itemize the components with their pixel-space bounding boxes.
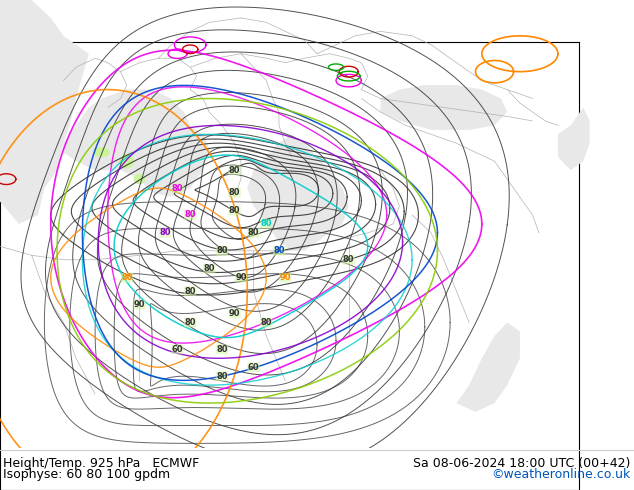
Text: 80: 80 [204, 264, 215, 273]
Text: 90: 90 [280, 273, 291, 282]
Text: 80: 80 [121, 273, 133, 282]
Polygon shape [134, 174, 145, 184]
Polygon shape [456, 322, 520, 412]
Polygon shape [558, 107, 590, 170]
Text: 80: 80 [229, 188, 240, 197]
Text: Sa 08-06-2024 18:00 UTC (00+42): Sa 08-06-2024 18:00 UTC (00+42) [413, 457, 631, 470]
Text: Height/Temp. 925 hPa   ECMWF: Height/Temp. 925 hPa ECMWF [3, 457, 200, 470]
Text: 80: 80 [172, 184, 183, 193]
Text: 80: 80 [343, 255, 354, 264]
Polygon shape [247, 134, 349, 251]
Text: 80: 80 [261, 318, 272, 327]
Text: 80: 80 [229, 206, 240, 215]
Text: 80: 80 [184, 211, 196, 220]
Text: 60: 60 [248, 363, 259, 372]
Text: 90: 90 [134, 300, 145, 309]
Text: 80: 80 [159, 228, 171, 237]
Text: 80: 80 [216, 345, 228, 354]
Text: 80: 80 [216, 372, 228, 381]
Text: 80: 80 [273, 246, 285, 255]
Text: 90: 90 [229, 309, 240, 318]
Polygon shape [380, 85, 507, 130]
Text: 90: 90 [235, 273, 247, 282]
Text: 80: 80 [216, 246, 228, 255]
Text: 80: 80 [261, 220, 272, 228]
Text: 80: 80 [184, 318, 196, 327]
Polygon shape [63, 90, 209, 197]
Text: ©weatheronline.co.uk: ©weatheronline.co.uk [491, 468, 631, 481]
Text: 80: 80 [248, 228, 259, 237]
Text: Isophyse: 60 80 100 gpdm: Isophyse: 60 80 100 gpdm [3, 468, 171, 481]
Text: 80: 80 [229, 166, 240, 175]
Polygon shape [94, 148, 109, 157]
Text: 60: 60 [172, 345, 183, 354]
Text: 80: 80 [184, 287, 196, 295]
Polygon shape [0, 0, 89, 224]
Polygon shape [120, 154, 133, 168]
